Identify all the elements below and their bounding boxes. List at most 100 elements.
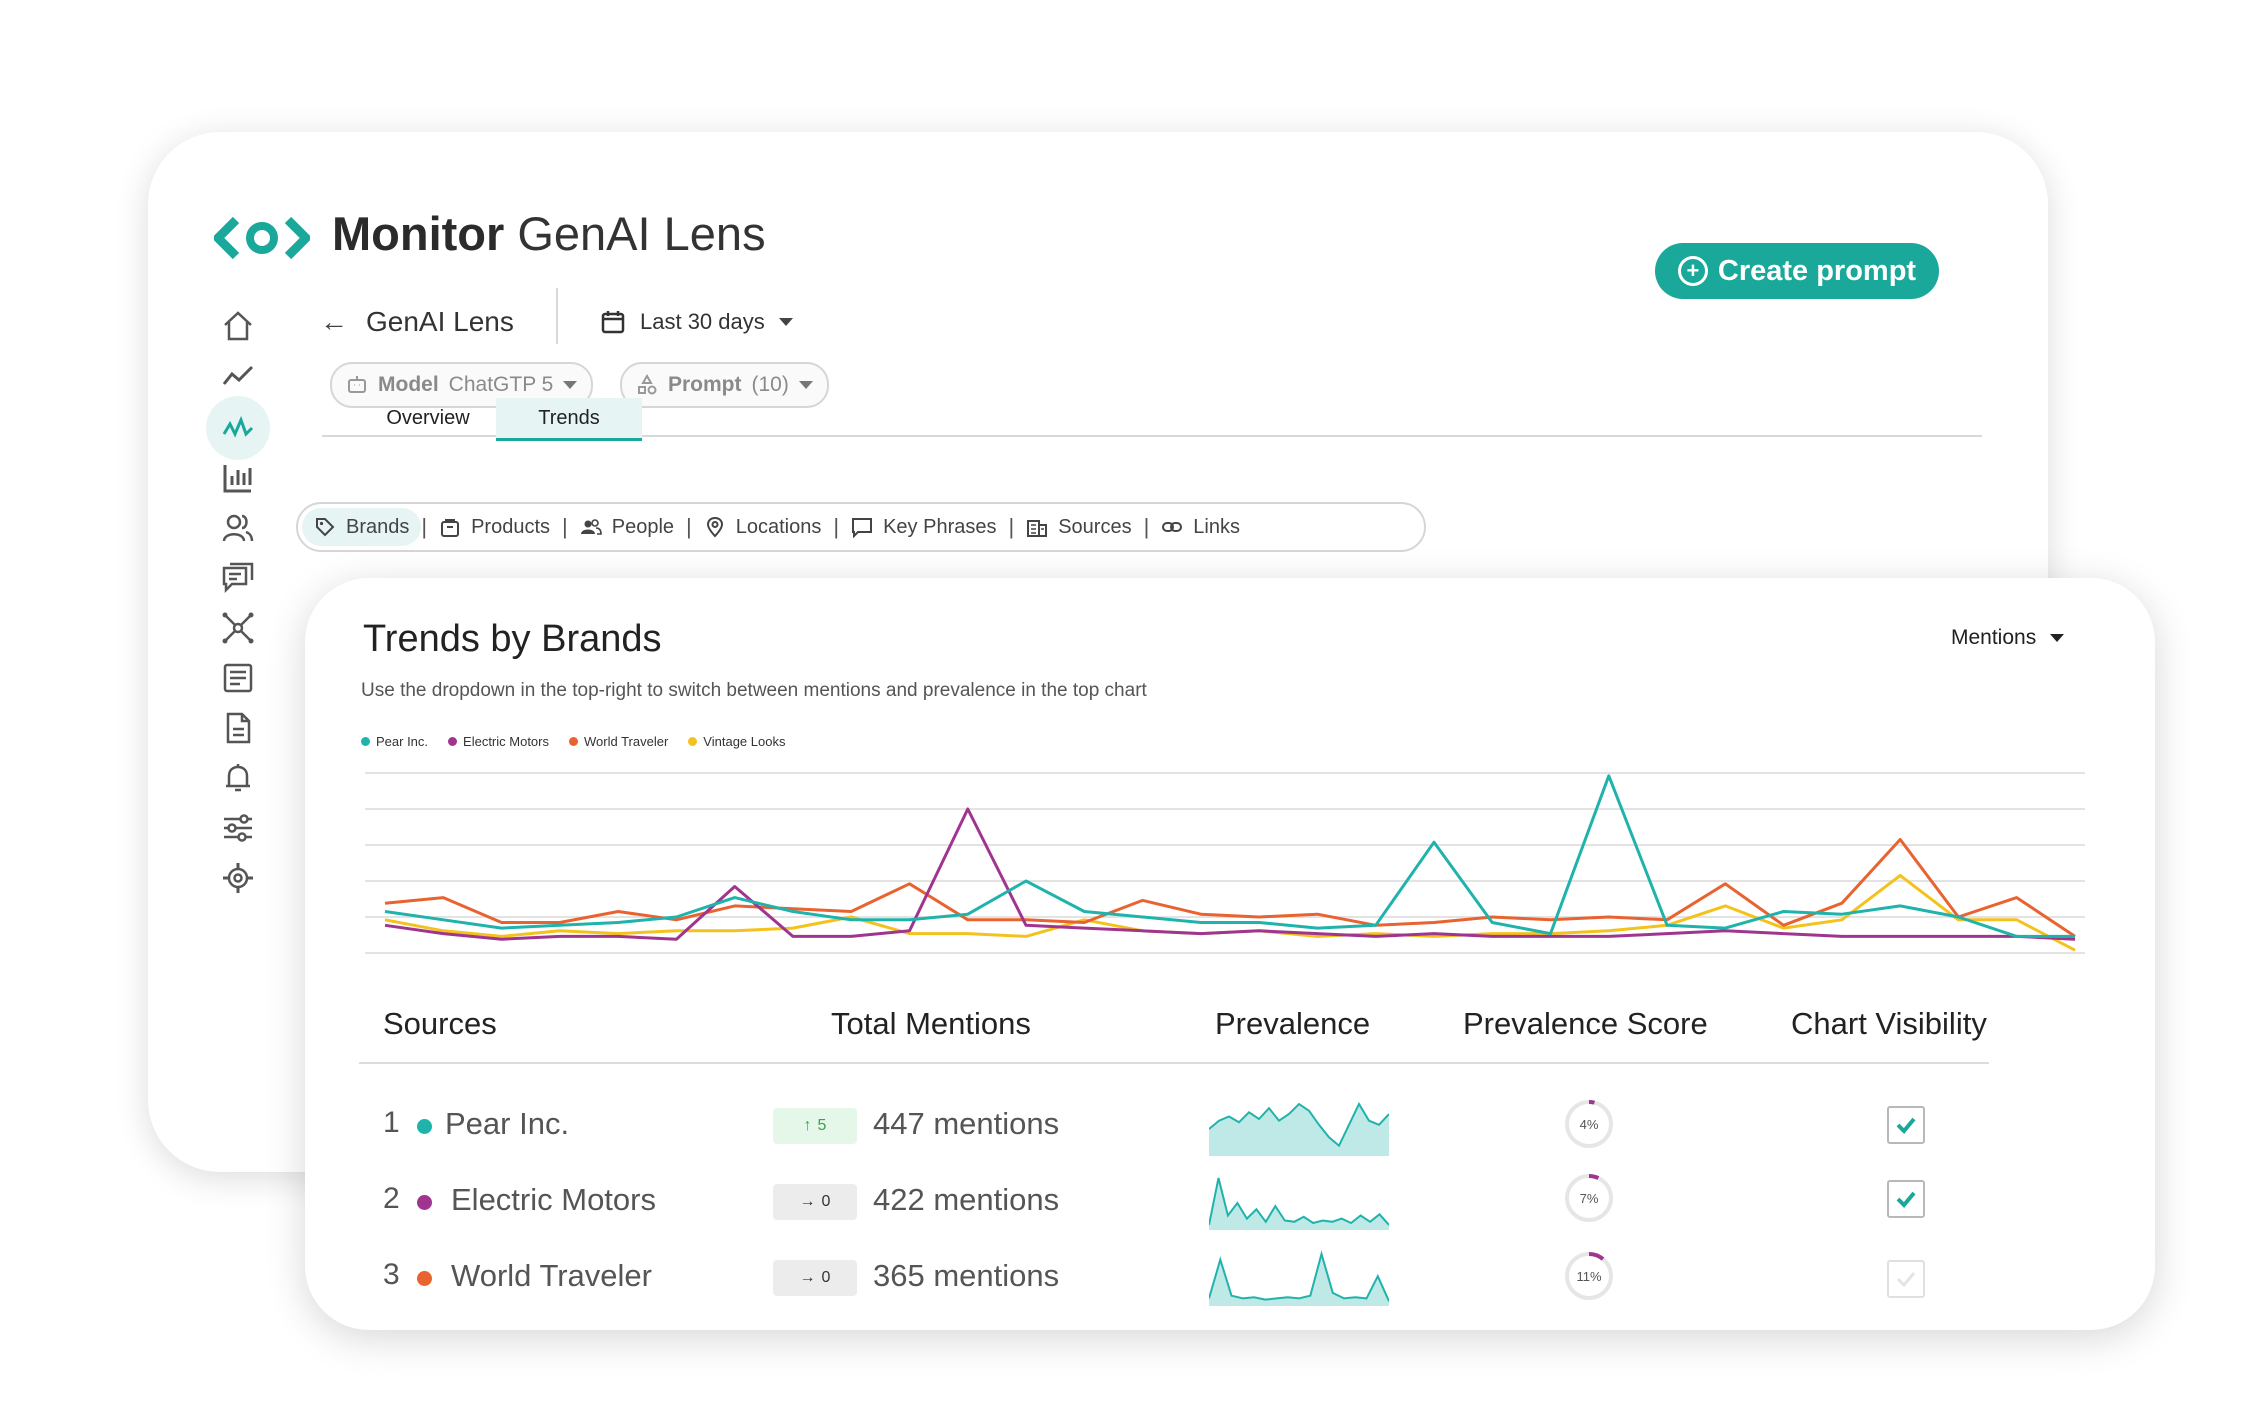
check-icon (1896, 1272, 1916, 1288)
home-icon (224, 311, 252, 341)
row-mentions: 365 mentions (873, 1258, 1060, 1293)
chart-visibility-checkbox[interactable] (1887, 1180, 1925, 1218)
back-link[interactable]: ← GenAI Lens (320, 296, 514, 348)
date-range-dropdown[interactable]: Last 30 days (600, 296, 793, 348)
col-header-sources: Sources (383, 1006, 497, 1041)
model-pill-key: Model (378, 373, 439, 396)
prevalence-score-donut: 4% (1565, 1100, 1613, 1148)
legend-label: Vintage Looks (703, 734, 786, 749)
row-rank: 2 (383, 1182, 400, 1215)
delta-badge: → 0 (773, 1260, 857, 1296)
filter-brands[interactable]: Brands (302, 508, 422, 546)
model-pill-value: ChatGTP 5 (448, 373, 554, 396)
filter-people[interactable]: People (568, 508, 686, 546)
arrow-right-icon: → (799, 1193, 816, 1210)
col-header-prevalence: Prevalence (1215, 1006, 1371, 1041)
sparkline-area (1209, 1178, 1389, 1230)
back-label: GenAI Lens (366, 306, 514, 337)
prompt-pill[interactable]: Prompt (10) (620, 362, 829, 408)
arrow-left-icon: ← (320, 306, 348, 337)
chart-visibility-checkbox[interactable] (1887, 1260, 1925, 1298)
analytics-icon (222, 415, 254, 438)
shopping-bag-icon (441, 519, 460, 537)
building-icon (1027, 520, 1048, 537)
trends-card: Trends by Brands Use the dropdown in the… (305, 578, 2155, 1330)
table-row: 1 Pear Inc. ↑ 5 447 mentions 4% (305, 1086, 2155, 1156)
row-mentions: 422 mentions (873, 1182, 1060, 1217)
create-prompt-button[interactable]: + Create prompt (1655, 243, 1939, 299)
bar-chart-icon (223, 465, 252, 493)
settings-icon (223, 863, 253, 893)
donut-fill (1565, 1174, 1613, 1222)
legend-label: Electric Motors (463, 734, 549, 749)
donut-label: 11% (1576, 1269, 1601, 1284)
filter-locations-label: Locations (735, 515, 822, 538)
sidebar-conversations[interactable] (206, 546, 270, 610)
filter-key-phrases[interactable]: Key Phrases (839, 508, 1008, 546)
delta-value: 0 (821, 1193, 831, 1210)
date-range-label: Last 30 days (640, 309, 765, 334)
sparkline-area (1209, 1254, 1389, 1306)
table-row: 2 Electric Motors → 0 422 mentions 7% (305, 1162, 2155, 1232)
filter-people-label: People (611, 515, 675, 538)
sidebar-documents[interactable] (206, 696, 270, 760)
users-icon (222, 514, 254, 542)
table-row: 3 World Traveler → 0 365 mentions 11% (305, 1238, 2155, 1308)
sidebar-home[interactable] (206, 294, 270, 358)
brand-logo (214, 216, 310, 260)
tab-trends[interactable]: Trends (496, 398, 642, 441)
sidebar-analytics[interactable] (206, 396, 270, 460)
check-icon (1896, 1191, 1916, 1208)
legend-item[interactable]: Pear Inc. (361, 734, 428, 749)
col-header-chart-visibility: Chart Visibility (1791, 1006, 1987, 1041)
model-pill[interactable]: Model ChatGTP 5 (330, 362, 594, 408)
filter-products[interactable]: Products (427, 508, 562, 546)
caret-down-icon (778, 318, 793, 326)
donut-label: 7% (1580, 1191, 1599, 1206)
tab-overview[interactable]: Overview (386, 406, 470, 429)
sidebar-reports[interactable] (206, 446, 270, 510)
filter-separator: | (421, 514, 428, 539)
prevalence-sparkline (1209, 1177, 1389, 1230)
sliders-icon (224, 814, 252, 842)
people-icon (580, 519, 602, 535)
legend-label: Pear Inc. (376, 734, 429, 749)
shapes-icon (638, 374, 657, 395)
sidebar-users[interactable] (206, 496, 270, 560)
donut-fill (1565, 1252, 1613, 1300)
app-title: Monitor GenAI Lens (332, 207, 766, 260)
metric-dropdown[interactable]: Mentions (1951, 626, 2065, 650)
caret-down-icon (2050, 634, 2065, 642)
sidebar-filters[interactable] (206, 796, 270, 860)
trend-icon (222, 365, 254, 385)
legend-swatch (448, 737, 458, 746)
entity-filter-bar: Brands | Products | People | Locations |… (296, 502, 1426, 552)
series-color-dot (417, 1119, 432, 1134)
delta-value: 0 (821, 1269, 831, 1286)
filter-locations[interactable]: Locations (692, 508, 834, 546)
message-square-icon (852, 518, 873, 538)
prevalence-score-donut: 11% (1565, 1252, 1613, 1300)
table-header-divider (359, 1062, 1989, 1064)
list-icon (223, 663, 253, 693)
legend-item[interactable]: Electric Motors (448, 734, 549, 749)
chart-visibility-checkbox[interactable] (1887, 1106, 1925, 1144)
filter-separator: | (1008, 514, 1015, 539)
prevalence-score-donut: 7% (1565, 1174, 1613, 1222)
col-header-prevalence-score: Prevalence Score (1463, 1006, 1708, 1041)
sidebar-network[interactable] (206, 596, 270, 660)
caret-down-icon (798, 381, 813, 389)
legend-item[interactable]: World Traveler (569, 734, 668, 749)
filter-links[interactable]: Links (1149, 508, 1252, 546)
sidebar-alerts[interactable] (206, 746, 270, 810)
legend-item[interactable]: Vintage Looks (688, 734, 785, 749)
sidebar-settings[interactable] (206, 846, 270, 910)
sidebar-list[interactable] (206, 646, 270, 710)
col-header-total-mentions: Total Mentions (831, 1006, 1031, 1041)
delta-badge: ↑ 5 (773, 1108, 857, 1144)
series-color-dot (417, 1195, 432, 1210)
network-icon (222, 612, 254, 644)
sidebar-trends[interactable] (206, 344, 270, 408)
calendar-icon (601, 311, 625, 334)
filter-sources[interactable]: Sources (1014, 508, 1143, 546)
